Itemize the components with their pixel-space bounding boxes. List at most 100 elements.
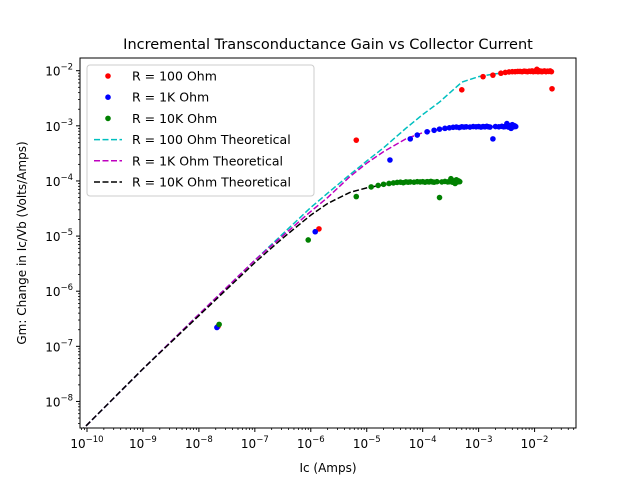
x-tick-label-exponent: −9 [144, 435, 157, 445]
data-point [380, 181, 387, 188]
x-tick-label-exponent: −8 [200, 435, 213, 445]
y-tick-label-base: 10 [45, 175, 60, 189]
y-tick-label: 10−6 [45, 283, 73, 299]
data-point [490, 72, 496, 78]
legend-label: R = 10K Ohm Theoretical [132, 175, 291, 190]
y-tick-label-base: 10 [45, 285, 60, 299]
data-point [424, 128, 430, 135]
legend-items: R = 100 Ohm R = 1K Ohm R = 10K Ohm R = 100 … [94, 69, 291, 190]
y-tick-label-base: 10 [45, 65, 60, 79]
x-tick-label: 10−8 [185, 435, 213, 451]
legend-point-marker [105, 73, 111, 79]
x-axis-label: Ic (Amps) [299, 461, 356, 475]
x-tick-label-base: 10 [70, 437, 85, 451]
data-point [414, 132, 421, 138]
data-point [490, 136, 496, 142]
data-point [549, 85, 555, 92]
data-point [305, 237, 312, 243]
y-tick-label-base: 10 [45, 340, 60, 354]
y-tick-label-exponent: −8 [60, 393, 73, 403]
data-point [458, 87, 465, 93]
data-point [434, 178, 440, 185]
legend-label: R = 1K Ohm Theoretical [132, 153, 283, 168]
y-tick-label: 10−7 [45, 338, 73, 354]
legend-label: R = 100 Ohm [132, 69, 217, 84]
x-tick-label-base: 10 [297, 437, 312, 451]
legend-label: R = 1K Ohm [132, 90, 209, 105]
data-point [312, 228, 319, 235]
data-point [386, 180, 392, 187]
x-tick-label-base: 10 [241, 437, 256, 451]
x-tick-label-exponent: −4 [424, 435, 437, 445]
x-tick-label: 10−2 [521, 435, 549, 451]
data-point [368, 184, 374, 190]
y-tick-label: 10−5 [45, 228, 73, 244]
legend-point-marker [105, 115, 111, 122]
x-tick-label-exponent: −3 [480, 435, 493, 445]
chart-title: Incremental Transconductance Gain vs Col… [123, 37, 533, 53]
y-tick-label: 10−2 [45, 63, 73, 79]
x-tick-label: 10−3 [465, 435, 493, 451]
x-tick-label-exponent: −6 [312, 435, 325, 445]
y-tick-label-exponent: −5 [60, 228, 73, 238]
data-point [436, 194, 443, 201]
series-points-2 [216, 175, 463, 328]
series-line-5 [82, 180, 460, 428]
data-point [216, 321, 222, 328]
x-tick-label: 10−9 [129, 435, 157, 451]
legend-point-marker [105, 94, 111, 100]
y-tick-label: 10−3 [45, 118, 73, 134]
x-tick-label-exponent: −7 [256, 435, 269, 445]
x-tick-label-base: 10 [185, 437, 200, 451]
x-tick-label: 10−7 [241, 435, 269, 451]
y-axis-ticks: 10−810−710−610−510−410−310−2 [45, 63, 80, 424]
legend-label: R = 100 Ohm Theoretical [132, 132, 291, 147]
data-point [480, 73, 486, 80]
x-tick-label-base: 10 [353, 437, 368, 451]
x-tick-label-base: 10 [521, 437, 536, 451]
y-tick-label-base: 10 [45, 395, 60, 409]
data-point [498, 70, 504, 77]
y-tick-label: 10−4 [45, 173, 73, 189]
data-point [387, 157, 393, 163]
x-tick-label-exponent: −5 [368, 435, 381, 445]
x-tick-label-exponent: −10 [86, 435, 104, 445]
data-point [436, 126, 443, 132]
series-points-0 [215, 66, 555, 330]
series-layer [82, 66, 555, 428]
y-tick-label-exponent: −2 [60, 63, 73, 73]
data-point [548, 68, 555, 75]
y-tick-label-exponent: −6 [60, 283, 73, 293]
x-tick-label: 10−6 [297, 435, 325, 451]
x-tick-label-base: 10 [465, 437, 480, 451]
chart-legend: R = 100 Ohm R = 1K Ohm R = 10K Ohm R = 100 … [86, 64, 315, 197]
y-tick-label: 10−8 [45, 393, 73, 409]
x-tick-label-exponent: −2 [536, 435, 549, 445]
data-point [375, 182, 381, 189]
y-tick-label-exponent: −7 [60, 338, 73, 348]
x-axis-ticks: 10−10 10−9 10−8 10−7 10−6 10−5 10−4 10−3 10−2 [70, 428, 575, 451]
y-tick-label-exponent: −3 [60, 118, 73, 128]
x-tick-label-base: 10 [409, 437, 424, 451]
x-tick-label: 10−10 [70, 435, 103, 451]
data-point [442, 125, 448, 132]
data-point [353, 193, 360, 200]
data-point [456, 178, 463, 185]
x-tick-label: 10−5 [353, 435, 381, 451]
x-tick-label: 10−4 [409, 435, 437, 451]
x-tick-label-base: 10 [129, 437, 144, 451]
data-point [431, 127, 437, 134]
series-points-1 [214, 120, 519, 331]
data-point [487, 124, 493, 130]
y-tick-label-base: 10 [45, 120, 60, 134]
data-point [353, 137, 360, 143]
data-point [512, 123, 519, 130]
y-tick-label-exponent: −4 [60, 173, 73, 183]
data-point [407, 136, 414, 142]
y-axis-label: Gm: Change in Ic/Vb (Volts/Amps) [15, 141, 29, 344]
legend-frame [86, 64, 315, 197]
legend-label: R = 10K Ohm [132, 111, 217, 126]
y-tick-label-base: 10 [45, 230, 60, 244]
